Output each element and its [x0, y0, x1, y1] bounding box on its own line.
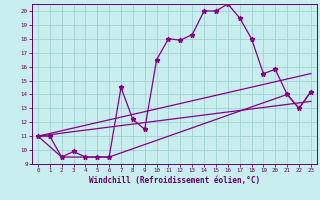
X-axis label: Windchill (Refroidissement éolien,°C): Windchill (Refroidissement éolien,°C) [89, 176, 260, 185]
